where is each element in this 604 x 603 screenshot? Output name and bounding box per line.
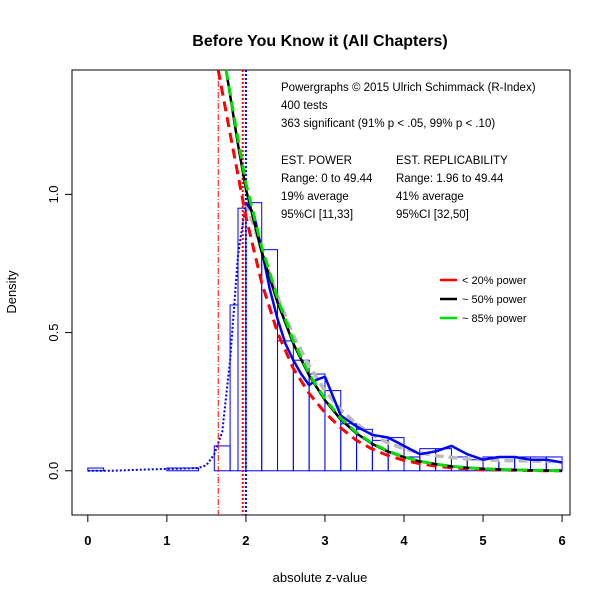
density-curve [224,69,563,473]
legend-label-2: ~ 85% power [462,313,527,325]
histogram-bar [277,340,294,472]
histogram-bar [229,304,239,472]
anno-replic-3: 95%CI [32,50] [396,209,469,221]
anno-replic-1: Range: 1.96 to 49.44 [396,173,504,185]
x-axis: 0 1 2 3 4 5 6 [84,515,566,548]
legend-label-1: ~ 50% power [462,294,527,306]
anno-power-3: 95%CI [11,33] [281,209,353,221]
x-axis-title: absolute z-value [273,570,368,585]
anno-power-2: 19% average [281,191,349,203]
anno-replic-0: EST. REPLICABILITY [396,155,508,167]
y-axis-title: Density [4,270,19,314]
y-tick-label: 0.0 [46,462,61,480]
anno-header-1: 400 tests [281,100,328,112]
legend-label-0: < 20% power [462,275,527,287]
density-curve [244,202,563,464]
density-curve [87,202,247,472]
histogram-bar [292,359,310,472]
annotation-block: Powergraphs © 2015 Ulrich Schimmack (R-I… [281,82,536,221]
y-tick-label: 1.0 [46,185,61,203]
x-tick-label: 4 [400,533,408,548]
anno-header-0: Powergraphs © 2015 Ulrich Schimmack (R-I… [281,82,536,94]
x-tick-label: 2 [242,533,249,548]
histogram-bar [87,467,105,472]
reference-lines [217,70,247,515]
x-tick-label: 1 [163,533,170,548]
y-axis: 0.0 0.5 1.0 [46,185,72,480]
anno-replic-2: 41% average [396,191,464,203]
plot-frame [71,69,571,516]
x-tick-label: 6 [558,533,565,548]
histogram-bar [166,467,199,472]
density-curve [216,69,563,473]
anno-header-2: 363 significant (91% p < .05, 99% p < .1… [281,118,495,130]
histogram-bars [87,202,563,472]
x-tick-label: 5 [479,533,486,548]
x-tick-label: 3 [321,533,328,548]
y-tick-label: 0.5 [46,324,61,342]
anno-power-0: EST. POWER [281,155,352,167]
density-curve [244,201,563,464]
anno-power-1: Range: 0 to 49.44 [281,173,373,185]
legend: < 20% power ~ 50% power ~ 85% power [440,275,527,325]
density-curves [87,69,563,473]
x-tick-label: 0 [84,533,91,548]
chart-title: Before You Know it (All Chapters) [192,33,447,50]
density-curve [224,69,563,473]
